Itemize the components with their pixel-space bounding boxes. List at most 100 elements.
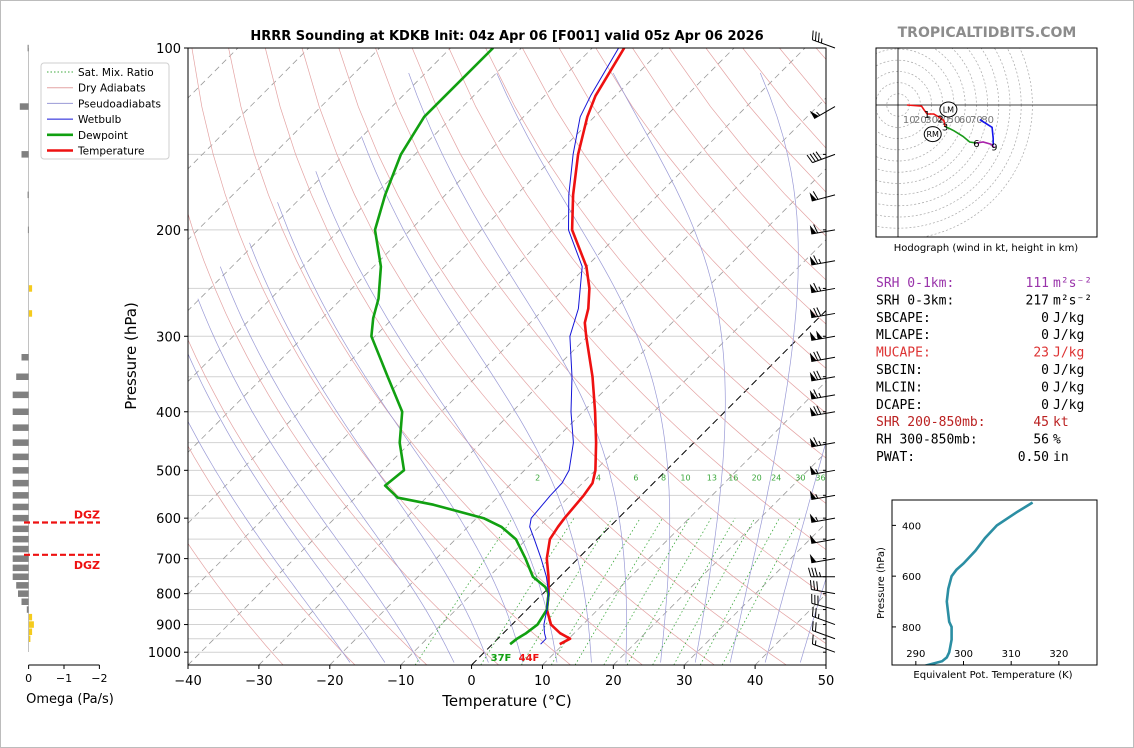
mixing-ratio-line xyxy=(414,517,513,665)
hodograph-ring-label: 10 xyxy=(903,115,916,126)
isotherm-line xyxy=(542,380,826,665)
legend-label: Temperature xyxy=(77,146,145,158)
pseudoadiabat xyxy=(249,242,489,663)
index-label: MUCAPE: xyxy=(876,346,931,361)
barb-staff xyxy=(811,517,836,523)
omega-bar xyxy=(12,439,29,446)
barb-flag xyxy=(809,283,817,293)
barb-full xyxy=(809,580,812,590)
index-value: 0 xyxy=(1041,311,1049,326)
omega-bar xyxy=(16,582,29,589)
barb-half xyxy=(818,258,822,264)
omega-tick-label: −2 xyxy=(91,672,107,685)
skewt-profiles xyxy=(370,48,626,646)
y-tick-label: 800 xyxy=(156,588,181,603)
index-value: 217 xyxy=(1026,293,1049,308)
sounding-indices: SRH 0-1km: 111 m²s⁻² SRH 0-3km: 217 m²s⁻² SBCA… xyxy=(876,276,1092,465)
barb-flag xyxy=(809,225,817,235)
legend: Sat. Mix. Ratio Dry Adiabats Pseudoadiabat… xyxy=(40,62,170,160)
barb-full xyxy=(806,154,813,163)
x-tick-label: 50 xyxy=(818,674,835,689)
legend-label: Sat. Mix. Ratio xyxy=(78,67,154,79)
omega-bar xyxy=(28,613,33,621)
wind-barb xyxy=(809,405,836,417)
barb-half xyxy=(818,572,822,577)
wind-barb xyxy=(811,593,836,611)
index-value: 56 xyxy=(1033,433,1049,448)
pseudoadiabat xyxy=(277,202,524,663)
barb-full xyxy=(813,307,819,317)
barb-flag xyxy=(809,437,817,447)
barb-flag xyxy=(809,110,819,119)
x-tick-label: 10 xyxy=(534,674,551,689)
isotherm-line xyxy=(471,309,826,665)
omega-bar xyxy=(21,598,29,605)
mixing-ratio-label: 4 xyxy=(596,474,601,483)
wind-barbs xyxy=(806,30,836,653)
skewt-chart: HRRR Sounding at KDKB Init: 04z Apr 06 [… xyxy=(40,29,834,710)
hodograph-segment xyxy=(944,125,977,144)
hodograph-height-label: 9 xyxy=(991,142,997,153)
chart-title: HRRR Sounding at KDKB Init: 04z Apr 06 [… xyxy=(250,29,763,44)
index-unit: m²s⁻² xyxy=(1053,276,1092,291)
barb-full xyxy=(811,634,814,645)
profile-dewpoint xyxy=(370,48,550,646)
hodograph-height-label: 1 xyxy=(924,110,930,121)
wind-barb xyxy=(809,224,836,235)
barb-full xyxy=(813,406,819,416)
omega-bar xyxy=(21,151,29,158)
y-tick-label: 400 xyxy=(156,406,181,421)
barb-full xyxy=(814,622,817,632)
skewt-axes: −40 −30 −20 −10 0 10 20 30 40 50 100 200 300 400 500 60… xyxy=(148,42,834,689)
dry-adiabat xyxy=(485,48,826,459)
index-value: 0.50 xyxy=(1018,450,1049,465)
omega-bar xyxy=(12,555,29,562)
index-value: 0 xyxy=(1041,363,1049,378)
barb-flag xyxy=(809,465,817,475)
barb-full xyxy=(809,153,816,162)
barb-full xyxy=(815,151,822,160)
theta-e-x-label: Equivalent Pot. Temperature (K) xyxy=(913,670,1072,681)
mixing-ratio-label: 13 xyxy=(707,474,717,483)
index-unit: J/kg xyxy=(1053,380,1084,395)
mixing-ratio-line xyxy=(652,517,736,665)
dry-adiabat xyxy=(188,445,356,665)
theta-x-tick-label: 320 xyxy=(1049,649,1068,660)
x-tick-label: 40 xyxy=(747,674,764,689)
barb-full xyxy=(816,581,819,591)
index-value: 23 xyxy=(1033,346,1049,361)
theta-e-frame xyxy=(891,499,1098,666)
barb-staff xyxy=(811,442,836,448)
mixing-ratio-label: 6 xyxy=(633,474,638,483)
index-value: 111 xyxy=(1026,276,1049,291)
omega-bar xyxy=(26,606,29,613)
mixing-ratio-line xyxy=(699,518,780,665)
profile-temperature xyxy=(545,48,626,646)
barb-full xyxy=(813,255,819,265)
dry-adiabat xyxy=(191,48,571,665)
barb-half xyxy=(815,516,819,522)
barb-full xyxy=(811,621,814,631)
barb-full xyxy=(813,437,819,446)
omega-bar xyxy=(12,564,29,572)
y-tick-label: 300 xyxy=(156,330,181,345)
index-unit: m²s⁻² xyxy=(1053,293,1092,308)
barb-flag xyxy=(809,407,817,416)
barb-staff xyxy=(811,602,836,611)
omega-bar xyxy=(12,525,29,533)
barb-full xyxy=(813,224,819,234)
barb-flag xyxy=(809,490,817,500)
barb-flag xyxy=(809,256,817,265)
hodograph-ring-label: 70 xyxy=(970,115,983,126)
pseudoadiabat xyxy=(219,266,455,663)
barb-staff xyxy=(812,630,836,640)
legend-label: Dry Adiabats xyxy=(78,83,146,95)
index-label: MLCAPE: xyxy=(876,328,931,343)
omega-bar xyxy=(21,354,29,361)
theta-x-tick-label: 310 xyxy=(1002,649,1021,660)
barb-staff xyxy=(811,287,836,294)
wind-barb xyxy=(806,151,836,164)
theta-e-axes: 290 300 310 320 400 600 800 xyxy=(892,521,1068,665)
barb-staff xyxy=(811,469,836,475)
